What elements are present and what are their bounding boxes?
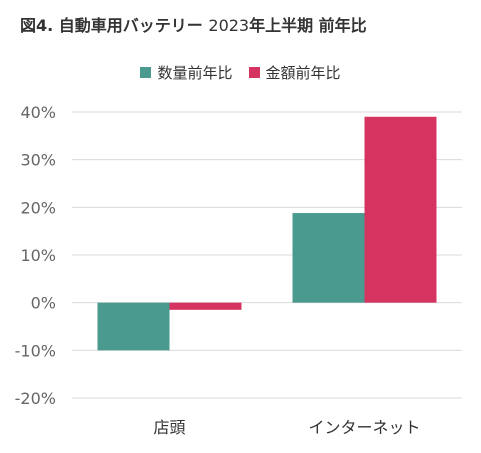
legend-item-quantity: 数量前年比	[140, 62, 233, 83]
title-suffix: 年上半期 前年比	[249, 16, 367, 35]
legend-item-amount: 金額前年比	[248, 62, 341, 83]
legend-label-quantity: 数量前年比	[157, 64, 233, 82]
y-tick-label: 30%	[20, 151, 56, 170]
chart-legend: 数量前年比 金額前年比	[0, 62, 481, 83]
legend-label-amount: 金額前年比	[265, 64, 341, 82]
legend-swatch-amount	[248, 67, 260, 78]
bar-quantity	[292, 213, 365, 303]
title-year: 2023	[208, 16, 250, 35]
y-tick-label: -10%	[15, 341, 56, 360]
y-tick-label: -20%	[15, 389, 56, 408]
legend-swatch-quantity	[140, 67, 152, 78]
bar-amount	[169, 302, 242, 310]
x-category-label: 店頭	[153, 418, 185, 437]
bar-amount	[364, 116, 437, 303]
title-main: 自動車用バッテリー	[58, 16, 203, 35]
bar-quantity	[97, 302, 170, 351]
title-prefix: 図4.	[20, 16, 54, 35]
y-tick-label: 0%	[31, 294, 56, 313]
y-tick-label: 40%	[20, 103, 56, 122]
y-tick-label: 20%	[20, 198, 56, 217]
chart-title: 図4. 自動車用バッテリー 2023年上半期 前年比	[20, 12, 367, 36]
x-category-label: インターネット	[308, 418, 420, 437]
y-tick-label: 10%	[20, 246, 56, 265]
